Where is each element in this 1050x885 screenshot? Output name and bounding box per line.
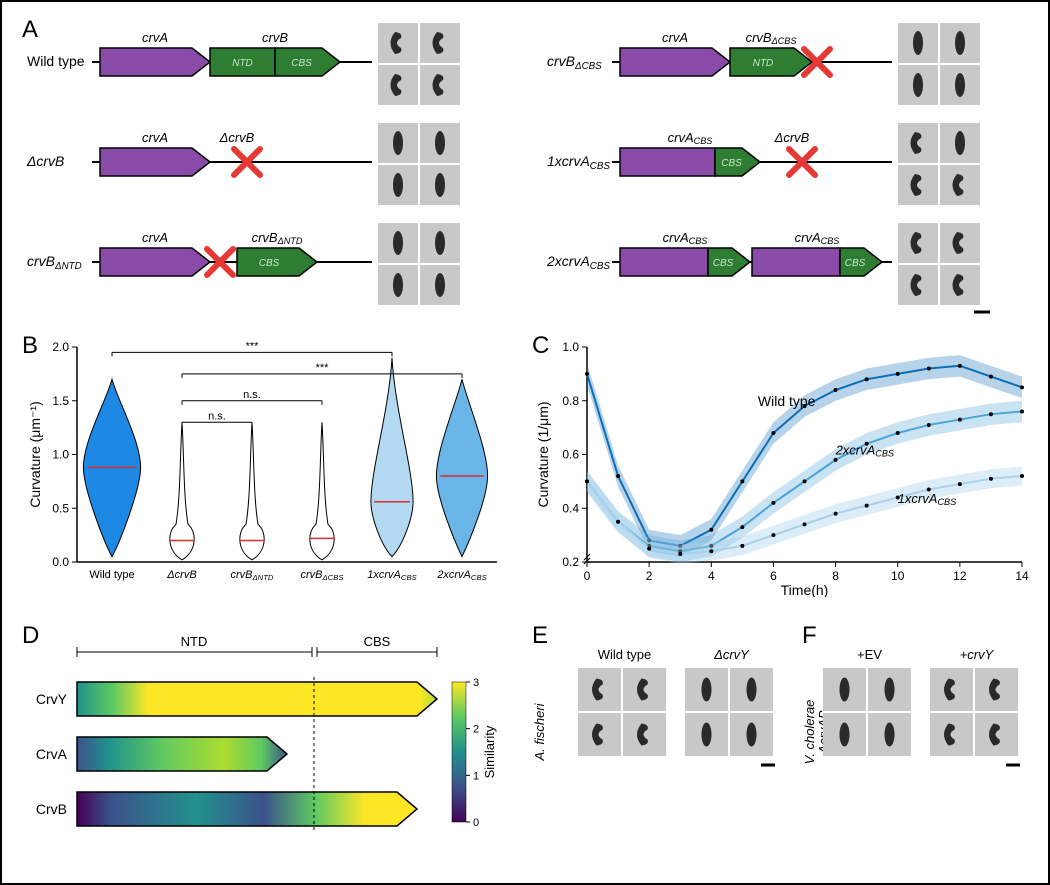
svg-text:0.2: 0.2 bbox=[562, 555, 579, 569]
svg-text:CBS: CBS bbox=[713, 258, 734, 269]
svg-text:NTD: NTD bbox=[181, 634, 208, 649]
svg-text:0: 0 bbox=[584, 569, 591, 583]
panel-f: V. choleraeΔcrvAB+EV+crvY bbox=[802, 627, 1032, 867]
svg-text:2: 2 bbox=[646, 569, 653, 583]
svg-text:Wild type: Wild type bbox=[89, 569, 134, 581]
svg-text:CrvY: CrvY bbox=[36, 691, 68, 707]
svg-text:crvACBS: crvACBS bbox=[663, 230, 708, 246]
svg-text:0.6: 0.6 bbox=[562, 448, 579, 462]
violin-plot: 0.0 0.5 1.0 1.5 2.0 Curvature (μm⁻¹) Wild type… bbox=[22, 337, 502, 597]
svg-text:12: 12 bbox=[953, 569, 967, 583]
svg-text:A. fischeri: A. fischeri bbox=[532, 702, 547, 761]
svg-text:2: 2 bbox=[473, 724, 479, 736]
cholerae-cells: V. choleraeΔcrvAB+EV+crvY bbox=[802, 627, 1032, 867]
svg-text:3: 3 bbox=[473, 677, 479, 689]
svg-text:1xcrvACBS: 1xcrvACBS bbox=[547, 153, 610, 172]
panel-b: 0.0 0.5 1.0 1.5 2.0 Curvature (μm⁻¹) Wild type… bbox=[22, 337, 502, 597]
svg-text:ΔcrvB: ΔcrvB bbox=[219, 130, 255, 145]
svg-text:6: 6 bbox=[770, 569, 777, 583]
similarity-arrows: NTD CBS CrvY CrvA CrvB 0 1 2 3 Similarity bbox=[22, 627, 502, 867]
svg-text:1xcrvACBS: 1xcrvACBS bbox=[367, 569, 417, 582]
svg-text:crvBΔCBS: crvBΔCBS bbox=[301, 569, 345, 582]
svg-text:CBS: CBS bbox=[259, 258, 280, 269]
svg-text:8: 8 bbox=[832, 569, 839, 583]
svg-text:crvBΔNTD: crvBΔNTD bbox=[231, 569, 274, 582]
svg-text:4: 4 bbox=[708, 569, 715, 583]
svg-text:n.s.: n.s. bbox=[208, 410, 226, 422]
svg-text:crvB: crvB bbox=[262, 30, 288, 45]
svg-text:Similarity: Similarity bbox=[482, 725, 497, 778]
fischeri-cells: A. fischeri Wild type ΔcrvY bbox=[532, 627, 782, 867]
svg-text:crvBΔCBS: crvBΔCBS bbox=[746, 30, 797, 46]
svg-text:ΔcrvY: ΔcrvY bbox=[713, 647, 750, 662]
panel-d: NTD CBS CrvY CrvA CrvB 0 1 2 3 Similarity bbox=[22, 627, 502, 867]
svg-text:crvBΔNTD: crvBΔNTD bbox=[27, 253, 82, 272]
svg-text:1.5: 1.5 bbox=[52, 394, 69, 408]
svg-text:crvA: crvA bbox=[142, 230, 168, 245]
svg-text:ΔcrvB: ΔcrvB bbox=[26, 153, 64, 169]
svg-text:crvBΔCBS: crvBΔCBS bbox=[547, 53, 602, 72]
svg-text:2xcrvACBS: 2xcrvACBS bbox=[546, 253, 610, 272]
svg-text:0.0: 0.0 bbox=[52, 555, 69, 569]
svg-text:CrvB: CrvB bbox=[36, 801, 67, 817]
svg-text:crvA: crvA bbox=[662, 30, 688, 45]
svg-text:CBS: CBS bbox=[845, 258, 866, 269]
svg-text:NTD: NTD bbox=[232, 58, 253, 69]
curvature-timecourse: 0 2 4 6 8 10 12 14 0.2 0.4 0.6 0.8 1.0 Time(h) Curvatu… bbox=[532, 337, 1032, 597]
panel-a: Wild type crvA NTD CBS crvB crvBΔCBS crvA NTD cr… bbox=[22, 22, 1032, 322]
svg-text:Time(h): Time(h) bbox=[781, 582, 829, 597]
svg-text:Wild type: Wild type bbox=[598, 647, 651, 662]
svg-text:1: 1 bbox=[473, 770, 479, 782]
svg-text:14: 14 bbox=[1015, 569, 1029, 583]
svg-text:***: *** bbox=[316, 362, 330, 374]
svg-text:CBS: CBS bbox=[364, 634, 391, 649]
panel-e: A. fischeri Wild type ΔcrvY bbox=[532, 627, 782, 867]
svg-text:NTD: NTD bbox=[753, 58, 774, 69]
svg-text:+crvY: +crvY bbox=[960, 647, 995, 662]
svg-text:crvA: crvA bbox=[142, 30, 168, 45]
svg-text:***: *** bbox=[246, 340, 260, 352]
svg-text:ΔcrvB: ΔcrvB bbox=[774, 130, 810, 145]
svg-text:CBS: CBS bbox=[721, 158, 742, 169]
svg-text:n.s.: n.s. bbox=[243, 389, 261, 401]
svg-text:0.4: 0.4 bbox=[562, 501, 579, 515]
svg-text:10: 10 bbox=[891, 569, 905, 583]
svg-text:crvACBS: crvACBS bbox=[668, 130, 713, 146]
svg-text:Wild type: Wild type bbox=[758, 393, 816, 409]
svg-text:0: 0 bbox=[473, 817, 479, 829]
svg-text:CBS: CBS bbox=[291, 58, 312, 69]
svg-text:+EV: +EV bbox=[857, 647, 882, 662]
svg-text:Curvature (μm⁻¹): Curvature (μm⁻¹) bbox=[27, 401, 43, 507]
svg-text:2.0: 2.0 bbox=[52, 340, 69, 354]
svg-text:crvBΔNTD: crvBΔNTD bbox=[252, 230, 303, 246]
panel-c: 0 2 4 6 8 10 12 14 0.2 0.4 0.6 0.8 1.0 Time(h) Curvatu… bbox=[532, 337, 1032, 597]
svg-text:2xcrvACBS: 2xcrvACBS bbox=[436, 569, 487, 582]
svg-text:crvA: crvA bbox=[142, 130, 168, 145]
svg-text:Curvature (1/μm): Curvature (1/μm) bbox=[535, 401, 551, 507]
svg-text:V. cholerae: V. cholerae bbox=[802, 700, 817, 765]
svg-text:1.0: 1.0 bbox=[52, 448, 69, 462]
svg-text:1.0: 1.0 bbox=[562, 340, 579, 354]
svg-text:crvACBS: crvACBS bbox=[795, 230, 840, 246]
panel-a-svg: Wild type crvA NTD CBS crvB crvBΔCBS crvA NTD cr… bbox=[22, 22, 1032, 322]
svg-text:0.8: 0.8 bbox=[562, 394, 579, 408]
svg-text:0.5: 0.5 bbox=[52, 501, 69, 515]
svg-text:ΔcrvB: ΔcrvB bbox=[166, 569, 196, 581]
svg-text:Wild type: Wild type bbox=[27, 53, 85, 69]
svg-text:CrvA: CrvA bbox=[36, 746, 68, 762]
